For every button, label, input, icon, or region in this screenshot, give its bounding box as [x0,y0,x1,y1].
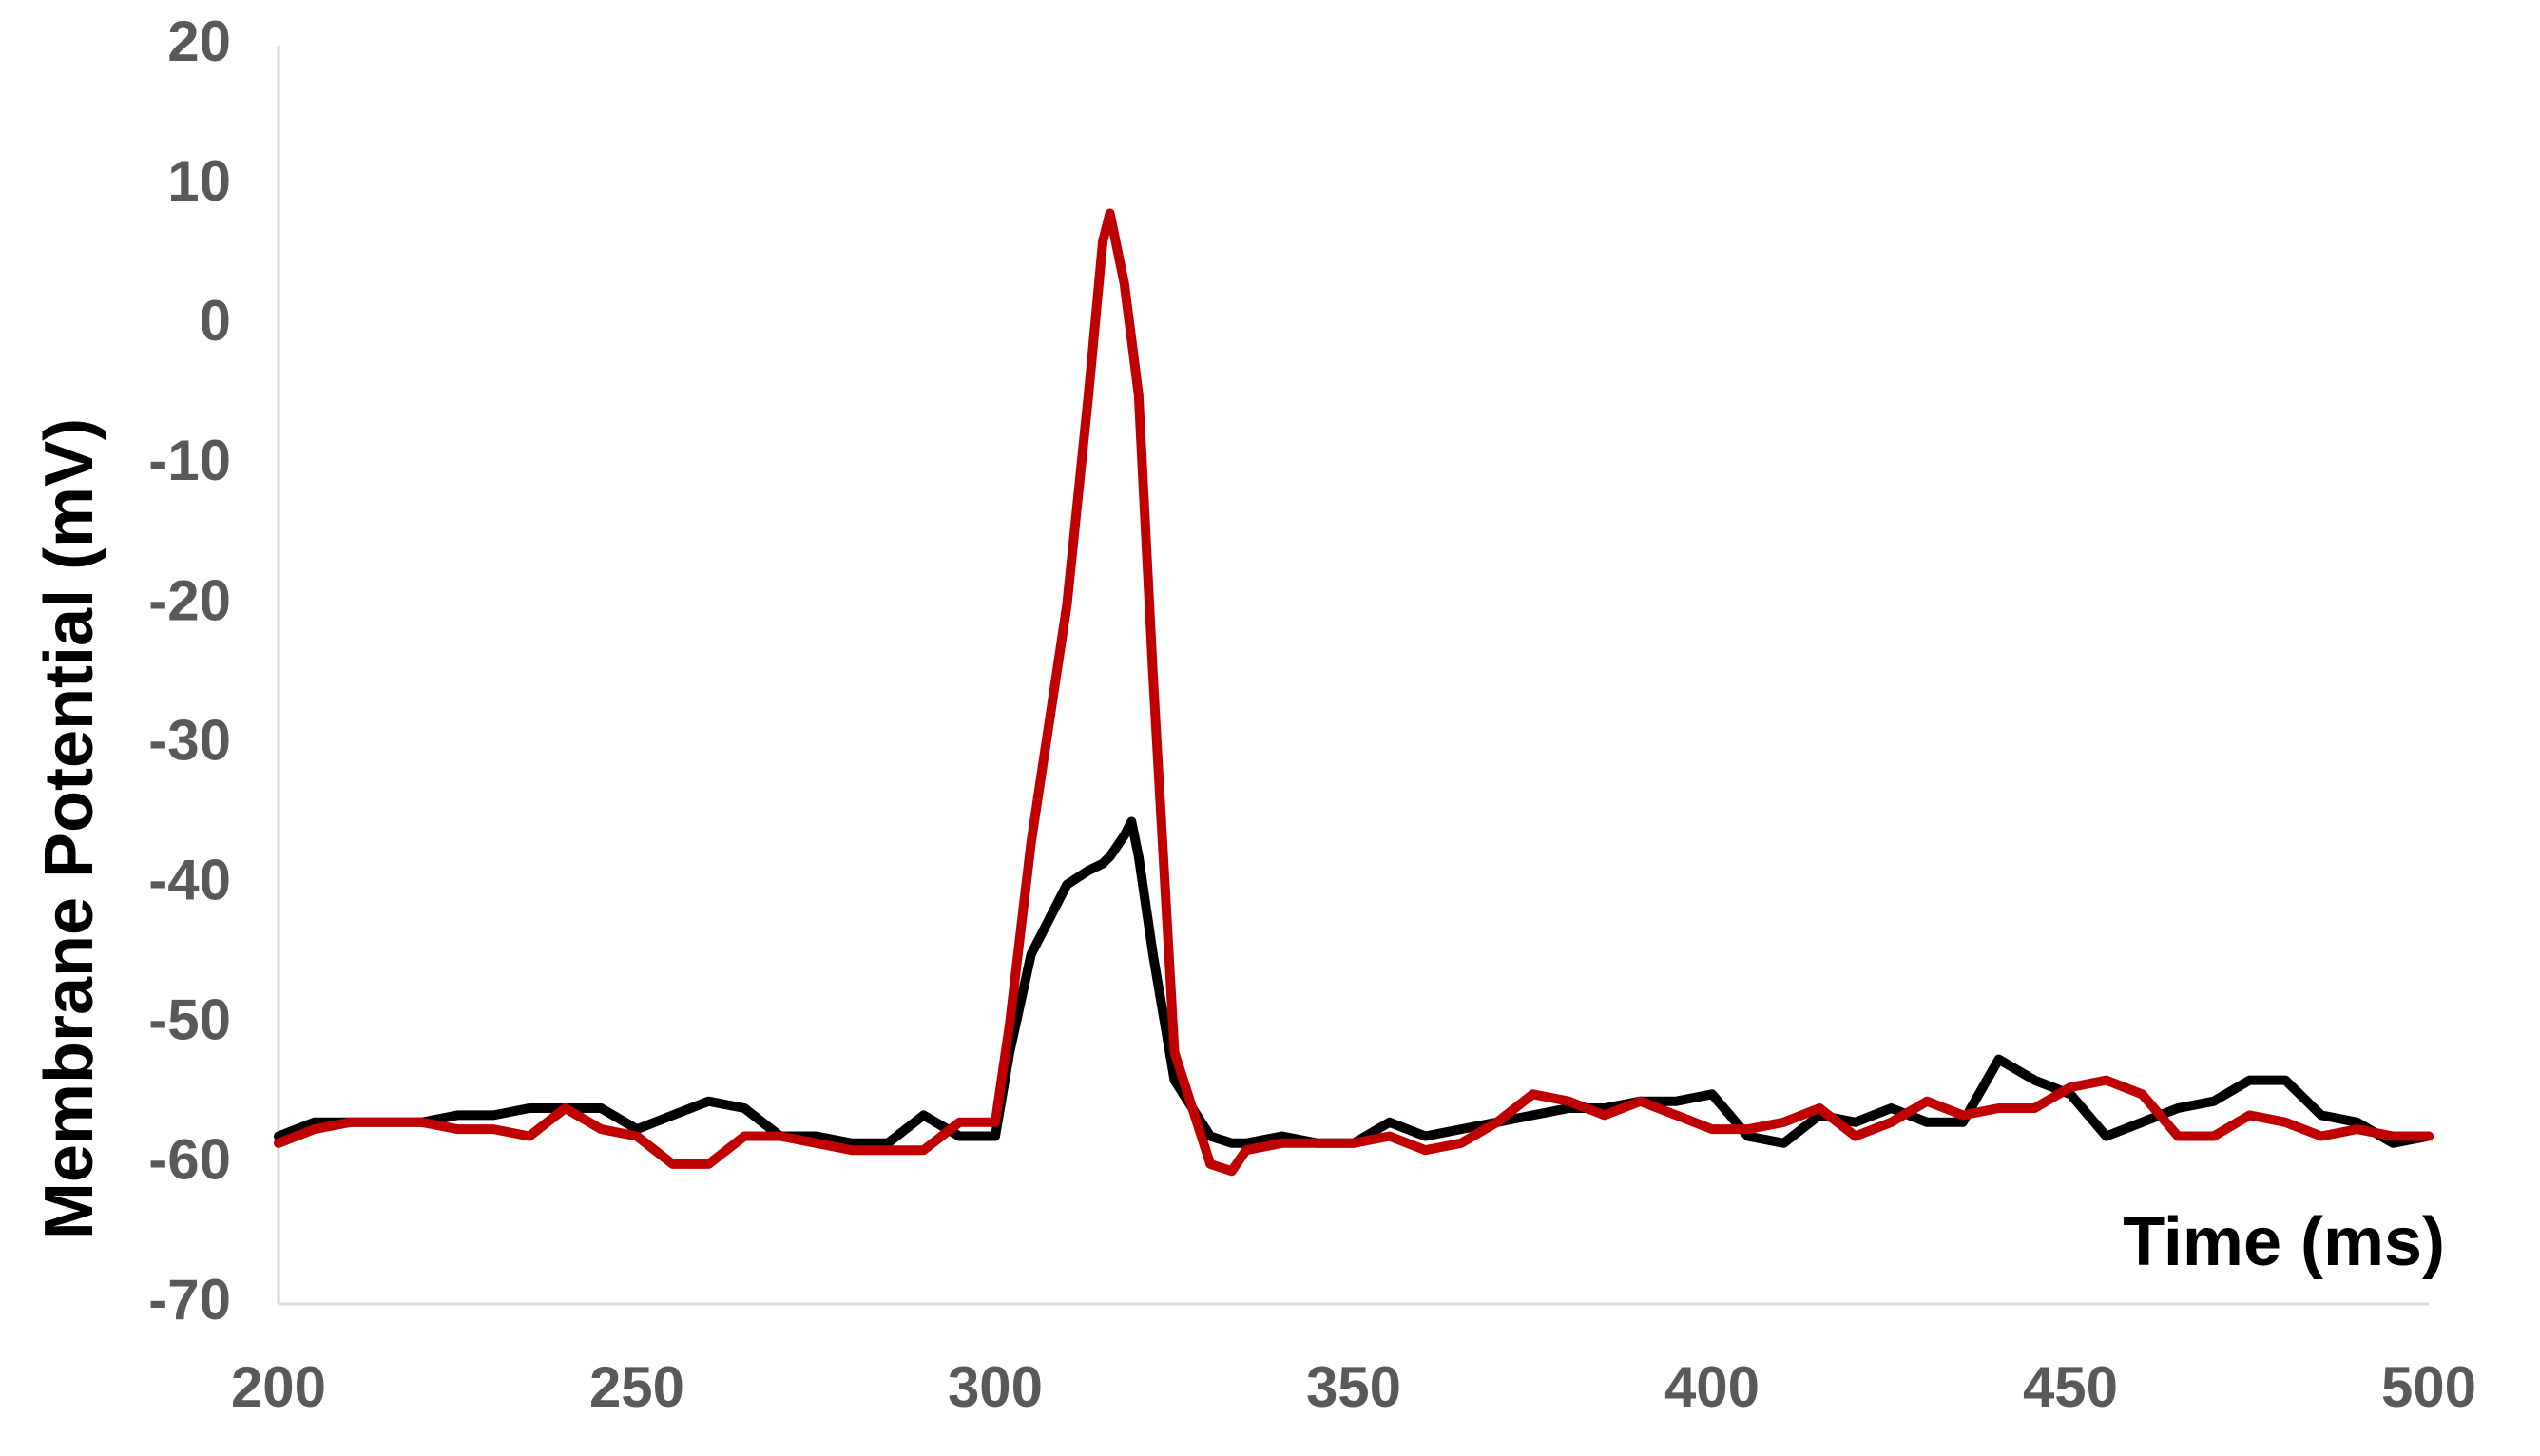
y-tick-label: -20 [148,568,231,632]
x-tick-label: 450 [2023,1355,2118,1419]
x-tick-label: 200 [231,1355,326,1419]
y-tick-label: -60 [148,1128,231,1192]
y-tick-label: 20 [167,10,231,73]
x-tick-label: 400 [1664,1355,1760,1419]
line-series [274,816,2434,1148]
y-tick-label: 10 [167,149,231,213]
x-tick-label: 500 [2381,1355,2476,1419]
y-tick-label: -30 [148,708,231,772]
y-tick-label: -70 [148,1268,231,1331]
x-tick-label: 300 [948,1355,1043,1419]
x-tick-label: 350 [1306,1355,1401,1419]
y-tick-label: 0 [200,289,231,353]
x-tick-label: 250 [589,1355,684,1419]
y-tick-label: -10 [148,429,231,492]
y-tick-label: -40 [148,849,231,912]
y-tick-label: -50 [148,988,231,1052]
y-axis-title: Membrane Potential (mV) [31,418,107,1239]
x-axis-title: Time (ms) [2123,1204,2445,1280]
line-series [274,208,2434,1177]
